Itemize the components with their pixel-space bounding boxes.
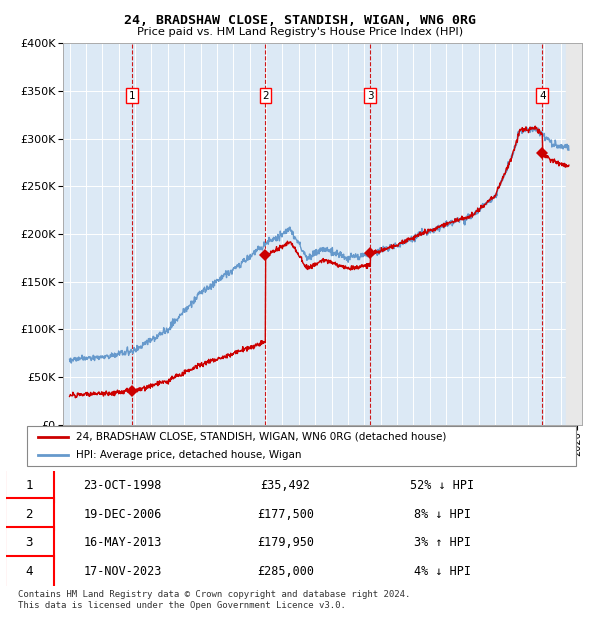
Text: 23-OCT-1998: 23-OCT-1998	[83, 479, 161, 492]
Text: 4: 4	[539, 91, 545, 101]
Text: £285,000: £285,000	[257, 565, 314, 578]
Text: 52% ↓ HPI: 52% ↓ HPI	[410, 479, 475, 492]
Text: 3: 3	[367, 91, 374, 101]
Text: £179,950: £179,950	[257, 536, 314, 549]
Text: 19-DEC-2006: 19-DEC-2006	[83, 508, 161, 521]
Text: HPI: Average price, detached house, Wigan: HPI: Average price, detached house, Wiga…	[76, 450, 302, 461]
Text: 24, BRADSHAW CLOSE, STANDISH, WIGAN, WN6 0RG (detached house): 24, BRADSHAW CLOSE, STANDISH, WIGAN, WN6…	[76, 432, 447, 442]
Bar	[566, 43, 585, 425]
Text: 8% ↓ HPI: 8% ↓ HPI	[414, 508, 471, 521]
FancyBboxPatch shape	[27, 426, 576, 466]
Text: 2: 2	[26, 508, 33, 521]
Text: Price paid vs. HM Land Registry's House Price Index (HPI): Price paid vs. HM Land Registry's House …	[137, 27, 463, 37]
Text: 1: 1	[26, 479, 33, 492]
FancyBboxPatch shape	[5, 469, 55, 502]
Text: 3: 3	[26, 536, 33, 549]
Text: 4% ↓ HPI: 4% ↓ HPI	[414, 565, 471, 578]
Text: 17-NOV-2023: 17-NOV-2023	[83, 565, 161, 578]
Text: 24, BRADSHAW CLOSE, STANDISH, WIGAN, WN6 0RG: 24, BRADSHAW CLOSE, STANDISH, WIGAN, WN6…	[124, 14, 476, 27]
FancyBboxPatch shape	[5, 527, 55, 559]
Text: 2: 2	[262, 91, 269, 101]
Text: 4: 4	[26, 565, 33, 578]
Bar	[566, 43, 585, 425]
Text: 3% ↑ HPI: 3% ↑ HPI	[414, 536, 471, 549]
FancyBboxPatch shape	[5, 556, 55, 588]
Text: 16-MAY-2013: 16-MAY-2013	[83, 536, 161, 549]
Text: 1: 1	[128, 91, 136, 101]
Text: £35,492: £35,492	[260, 479, 310, 492]
FancyBboxPatch shape	[5, 498, 55, 530]
Text: £177,500: £177,500	[257, 508, 314, 521]
Text: Contains HM Land Registry data © Crown copyright and database right 2024.
This d: Contains HM Land Registry data © Crown c…	[18, 590, 410, 609]
